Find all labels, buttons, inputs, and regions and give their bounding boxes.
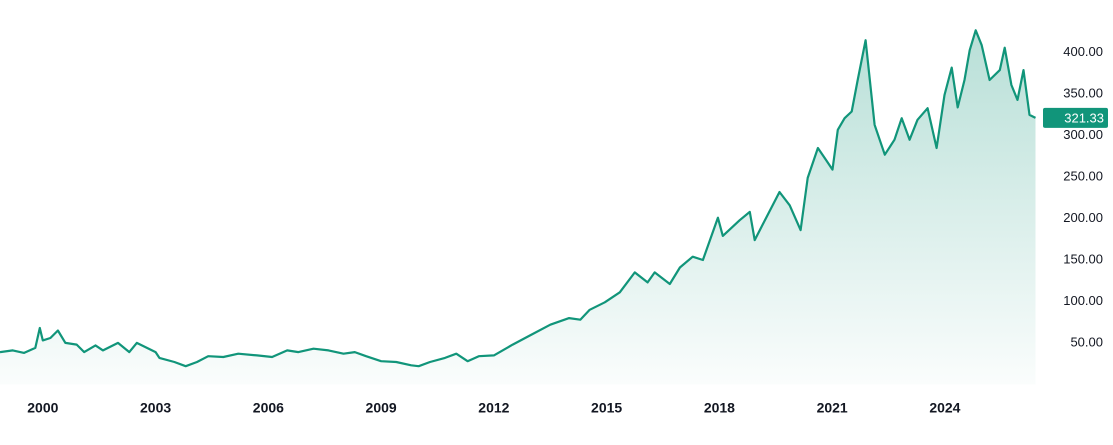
y-tick-label: 150.00 (1063, 251, 1103, 266)
y-tick-label: 50.00 (1070, 334, 1103, 349)
x-tick-label: 2015 (591, 400, 622, 416)
y-tick-label: 300.00 (1063, 127, 1103, 142)
last-price-label: 321.33 (1064, 110, 1104, 125)
x-tick-label: 2012 (478, 400, 509, 416)
x-tick-label: 2003 (140, 400, 171, 416)
area-fill (0, 30, 1036, 385)
x-tick-label: 2024 (929, 400, 960, 416)
x-tick-label: 2000 (27, 400, 58, 416)
last-price-badge (1043, 107, 1108, 128)
y-tick-label: 100.00 (1063, 293, 1103, 308)
x-tick-label: 2018 (704, 400, 735, 416)
y-tick-label: 200.00 (1063, 210, 1103, 225)
x-tick-label: 2006 (253, 400, 284, 416)
price-line (0, 29, 1036, 368)
x-tick-label: 2009 (366, 400, 397, 416)
y-tick-label: 250.00 (1063, 169, 1103, 184)
x-tick-label: 2021 (817, 400, 848, 416)
y-tick-label: 400.00 (1063, 44, 1103, 59)
y-tick-label: 350.00 (1063, 86, 1103, 101)
